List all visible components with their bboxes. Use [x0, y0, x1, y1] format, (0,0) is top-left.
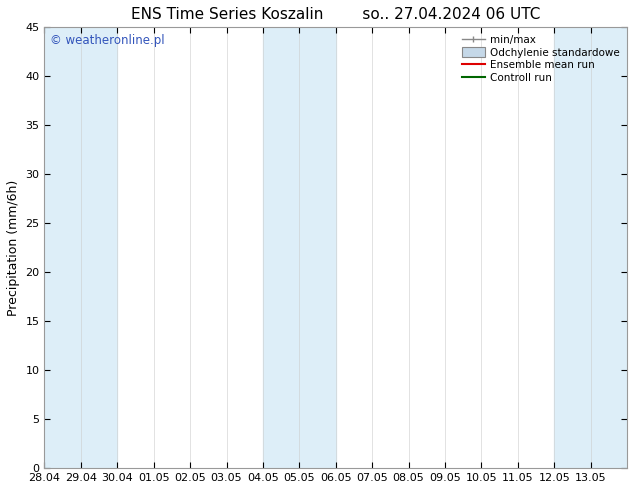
Legend: min/max, Odchylenie standardowe, Ensemble mean run, Controll run: min/max, Odchylenie standardowe, Ensembl…	[460, 32, 622, 85]
Text: © weatheronline.pl: © weatheronline.pl	[50, 34, 165, 47]
Bar	[554, 27, 627, 468]
Bar	[44, 27, 117, 468]
Bar	[263, 27, 336, 468]
Y-axis label: Precipitation (mm/6h): Precipitation (mm/6h)	[7, 180, 20, 316]
Title: ENS Time Series Koszalin        so.. 27.04.2024 06 UTC: ENS Time Series Koszalin so.. 27.04.2024…	[131, 7, 540, 22]
